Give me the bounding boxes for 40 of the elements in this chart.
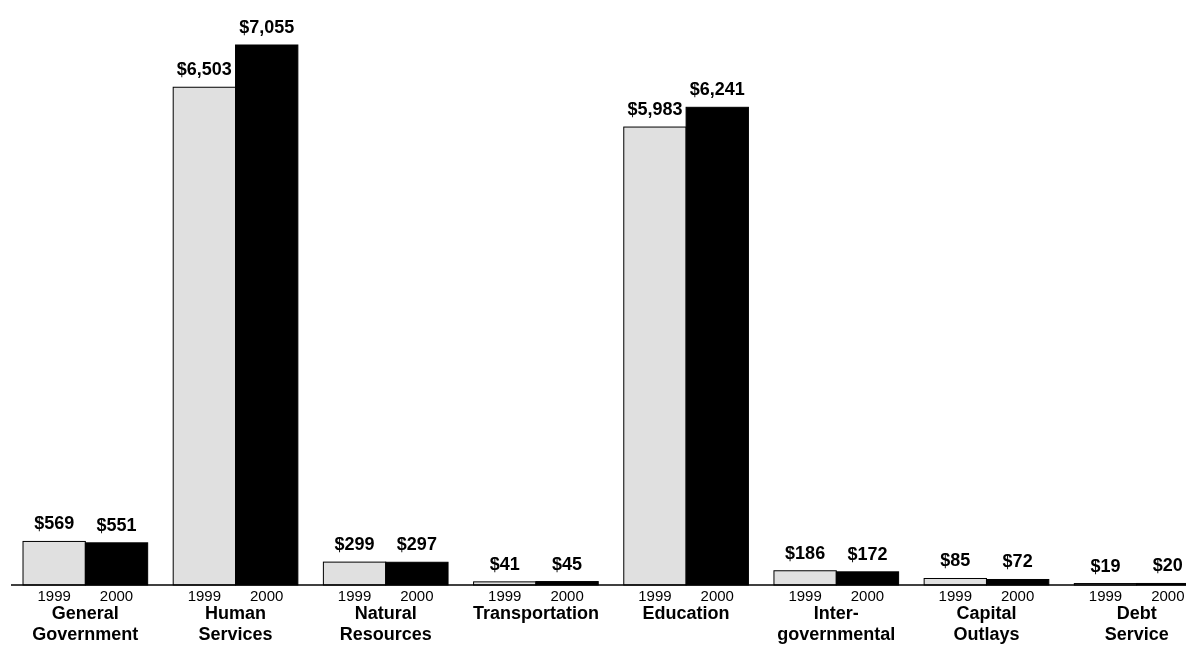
text: 1999: [488, 587, 522, 604]
x-tick-label: Natural Resources: [339, 603, 432, 644]
text: 2000: [1151, 587, 1185, 604]
x-tick-label: Debt Service: [1104, 603, 1169, 644]
x-tick-label: Human Services: [198, 603, 273, 644]
text: 2000: [400, 587, 434, 604]
x-tick-label: General Government: [32, 603, 139, 644]
series-label: 1999: [37, 587, 71, 604]
data-label: $569: [34, 513, 75, 534]
data-label: $85: [940, 550, 971, 571]
data-label: $5,983: [627, 99, 683, 120]
text: 2000: [250, 587, 284, 604]
x-tick-label: Education: [642, 603, 730, 623]
data-label: $299: [334, 534, 375, 555]
data-label: $172: [847, 543, 888, 564]
data-label: $297: [396, 534, 437, 555]
data-label: $6,241: [689, 79, 745, 100]
text: 2000: [550, 587, 584, 604]
x-tick-label: Capital Outlays: [953, 603, 1020, 644]
data-label: $72: [1002, 551, 1033, 572]
data-label: $551: [96, 514, 137, 535]
data-label: $19: [1090, 555, 1121, 576]
x-tick-label: Transportation: [472, 603, 599, 623]
data-label: $41: [489, 553, 520, 574]
data-label: $45: [552, 553, 583, 574]
series-label: 2000: [99, 587, 134, 604]
text: 1999: [938, 587, 972, 604]
data-label: $6,503: [176, 59, 232, 80]
x-tick-label: Inter-governmental: [777, 603, 896, 644]
data-label: $20: [1152, 555, 1183, 576]
text: 2000: [850, 587, 885, 604]
text: 1999: [187, 587, 222, 604]
text: 1999: [337, 587, 372, 604]
text: 2000: [1000, 587, 1035, 604]
text: 1999: [788, 587, 822, 604]
data-label: $7,055: [239, 17, 295, 37]
text: 1999: [638, 587, 672, 604]
text: 1999: [1088, 587, 1123, 604]
text: 2000: [700, 587, 734, 604]
data-label: $186: [785, 542, 826, 563]
